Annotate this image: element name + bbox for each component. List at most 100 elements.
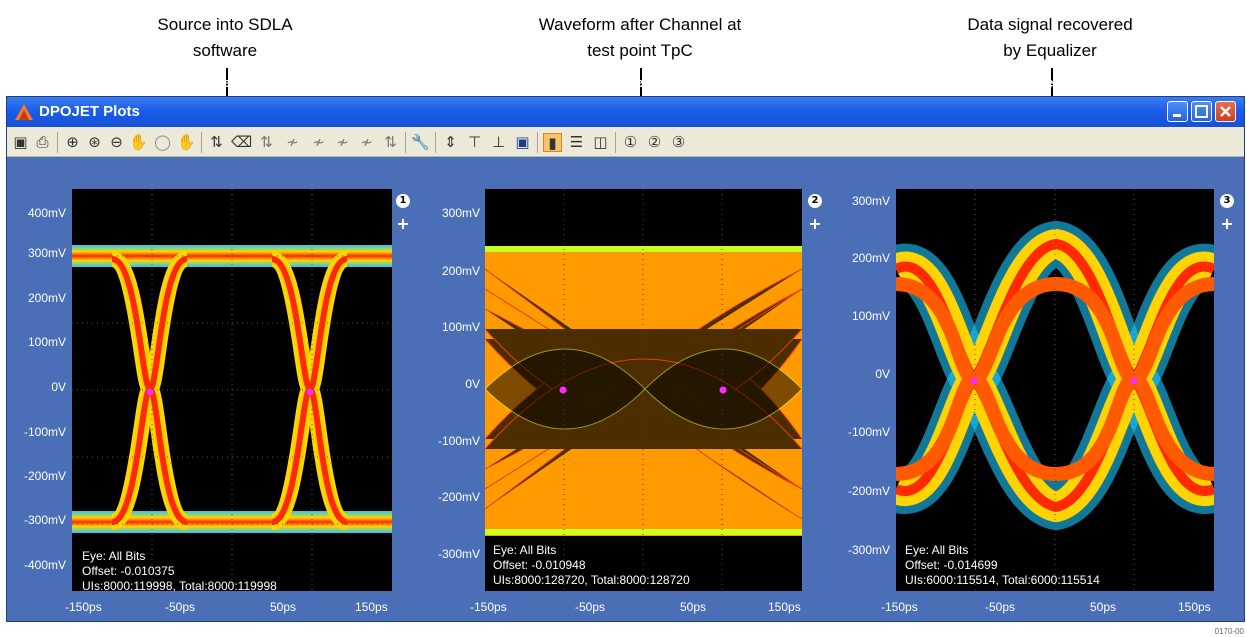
plot2-y-tick: 300mV	[441, 206, 480, 220]
figure-code: 0170-00	[1214, 627, 1244, 636]
plot3-add-button[interactable]: +	[1220, 214, 1234, 233]
toolbar-separator	[615, 132, 616, 153]
zoom-out-icon[interactable]: ⊖	[110, 133, 123, 151]
plot3-crossing-marker	[970, 377, 978, 385]
plot1-y-tick: -200mV	[23, 469, 66, 483]
plot3-crossing-marker	[1130, 377, 1138, 385]
plot1-offset: Offset: -0.010375	[82, 564, 175, 578]
save-icon[interactable]: ▣	[13, 133, 28, 151]
plot1-y-tick: 100mV	[27, 335, 66, 349]
plot2-crossing-marker	[559, 386, 567, 394]
zoom-fit-icon[interactable]: ⊛	[88, 133, 101, 151]
cursor-vertical-icon[interactable]: ⇅	[210, 133, 223, 151]
plot2-y-tick: -300mV	[437, 547, 480, 561]
plot3-info: Eye: All Bits Offset: -0.014699 UIs:6000…	[905, 543, 1100, 588]
y-scale-icon[interactable]: ⇕	[444, 133, 457, 151]
plot2-x-tick: 50ps	[680, 600, 707, 614]
plot3-number-badge[interactable]: 3	[1220, 194, 1234, 208]
plot2-number-badge[interactable]: 2	[808, 194, 822, 208]
plot1-x-tick: -150ps	[65, 600, 102, 614]
plot2-x-tick: -150ps	[470, 600, 507, 614]
plot2-add-button[interactable]: +	[808, 214, 822, 233]
plot3-offset: Offset: -0.014699	[905, 558, 998, 572]
mask-hide-icon[interactable]: ≁	[360, 133, 373, 151]
zoom-reset-icon[interactable]: ◯	[154, 133, 171, 151]
plot3-x-tick: -150ps	[881, 600, 918, 614]
plot-2-icon[interactable]: ②	[647, 133, 662, 151]
plot-3-icon[interactable]: ③	[671, 133, 686, 151]
maximize-button[interactable]	[1191, 101, 1212, 122]
zoom-in-icon[interactable]: ⊕	[66, 133, 79, 151]
layout-grid-icon[interactable]: ◫	[593, 133, 608, 151]
plot1-x-tick: 150ps	[355, 600, 388, 614]
plot1-y-tick: -400mV	[23, 558, 66, 572]
reset-cursor-icon[interactable]: ⇅	[260, 133, 273, 151]
plot2-y-axis-title: Y:Voltage	[487, 75, 545, 90]
maximize-icon	[1195, 105, 1208, 118]
plot3-x-tick: -50ps	[985, 600, 1016, 614]
plot2-eye-diagram[interactable]	[485, 189, 802, 591]
close-button[interactable]	[1215, 101, 1236, 122]
plot2-x-tick: -50ps	[575, 600, 606, 614]
plot1-number-badge[interactable]: 1	[396, 194, 410, 208]
layout-rows-icon[interactable]: ☰	[569, 133, 584, 151]
mask-reset-icon[interactable]: ≁	[336, 133, 349, 151]
toolbar-separator	[57, 132, 58, 153]
pan-reset-icon[interactable]: ✋	[177, 133, 196, 151]
plot1-add-button[interactable]: +	[396, 214, 410, 233]
plot1-y-tick: 400mV	[27, 206, 66, 220]
plot2-eye-svg	[485, 189, 802, 591]
plot2-eye-label: Eye: All Bits	[493, 543, 557, 557]
plot1-y-tick: -100mV	[23, 425, 66, 439]
plot1-crossing-marker	[146, 388, 154, 396]
plot1-crossing-marker	[306, 388, 314, 396]
plot3-y-tick: 300mV	[851, 194, 890, 208]
title-bar[interactable]: DPOJET Plots	[7, 97, 1244, 127]
plot2-y-tick: 100mV	[441, 320, 480, 334]
plot-1-icon[interactable]: ①	[623, 133, 638, 151]
window-title: DPOJET Plots	[39, 103, 140, 120]
plot2-x-axis-title: X:Time	[755, 75, 798, 90]
plot3-x-tick: 150ps	[1178, 600, 1211, 614]
reset-mask-icon[interactable]: ≁	[286, 133, 299, 151]
callout-source-line1: Source into SDLA	[157, 15, 293, 34]
plot1-eye-diagram[interactable]	[72, 189, 392, 591]
plot3-eye-label: Eye: All Bits	[905, 543, 969, 557]
layout-columns-icon[interactable]: ▮	[543, 133, 562, 152]
settings-wrench-icon[interactable]: 🔧	[411, 133, 430, 151]
callout-source-line2: software	[192, 41, 258, 60]
plot2-y-tick: -100mV	[437, 434, 480, 448]
plot3-uis-total: UIs:6000:115514, Total:6000:115514	[905, 573, 1100, 587]
plot2-y-tick: 200mV	[441, 264, 480, 278]
minimize-button[interactable]	[1167, 101, 1188, 122]
plot1-x-tick: 50ps	[270, 600, 297, 614]
minimize-icon	[1173, 114, 1181, 117]
plot3-y-tick: 200mV	[851, 251, 890, 265]
plot1-title: TIE1: Eye Diagram	[172, 75, 287, 90]
plot2-y-tick: -200mV	[437, 490, 480, 504]
print-icon[interactable]: ⎙	[36, 133, 49, 151]
layout-top-icon[interactable]: ⊤	[467, 133, 482, 151]
plot1-y-tick: 0V	[51, 380, 66, 394]
top-view-icon[interactable]: ▣	[515, 133, 530, 151]
plot1-y-tick: 200mV	[27, 291, 66, 305]
cursor-mask-icon[interactable]: ⌫	[231, 133, 253, 151]
plot1-eye-label: Eye: All Bits	[82, 549, 146, 563]
plot2-offset: Offset: -0.010948	[493, 558, 586, 572]
layout-bottom-icon[interactable]: ⊥	[491, 133, 506, 151]
toolbar-separator	[201, 132, 202, 153]
callout-channel-line1: Waveform after Channel at	[538, 15, 742, 34]
plot3-x-tick: 50ps	[1090, 600, 1117, 614]
mask-icon[interactable]: ≁	[312, 133, 325, 151]
plot3-eye-diagram[interactable]	[896, 189, 1214, 591]
plot2-y-tick: 0V	[465, 377, 480, 391]
plot1-info: Eye: All Bits Offset: -0.010375 UIs:8000…	[82, 549, 277, 594]
mask-show-icon[interactable]: ⇅	[384, 133, 397, 151]
callout-equalizer-line2: by Equalizer	[1003, 41, 1097, 60]
plot3-y-tick: -100mV	[847, 425, 890, 439]
pan-hand-icon[interactable]: ✋	[129, 133, 148, 151]
plot2-info: Eye: All Bits Offset: -0.010948 UIs:8000…	[493, 543, 690, 588]
plot1-x-tick: -50ps	[165, 600, 196, 614]
plot1-eye-svg	[72, 189, 392, 591]
plot2-crossing-marker	[719, 386, 727, 394]
